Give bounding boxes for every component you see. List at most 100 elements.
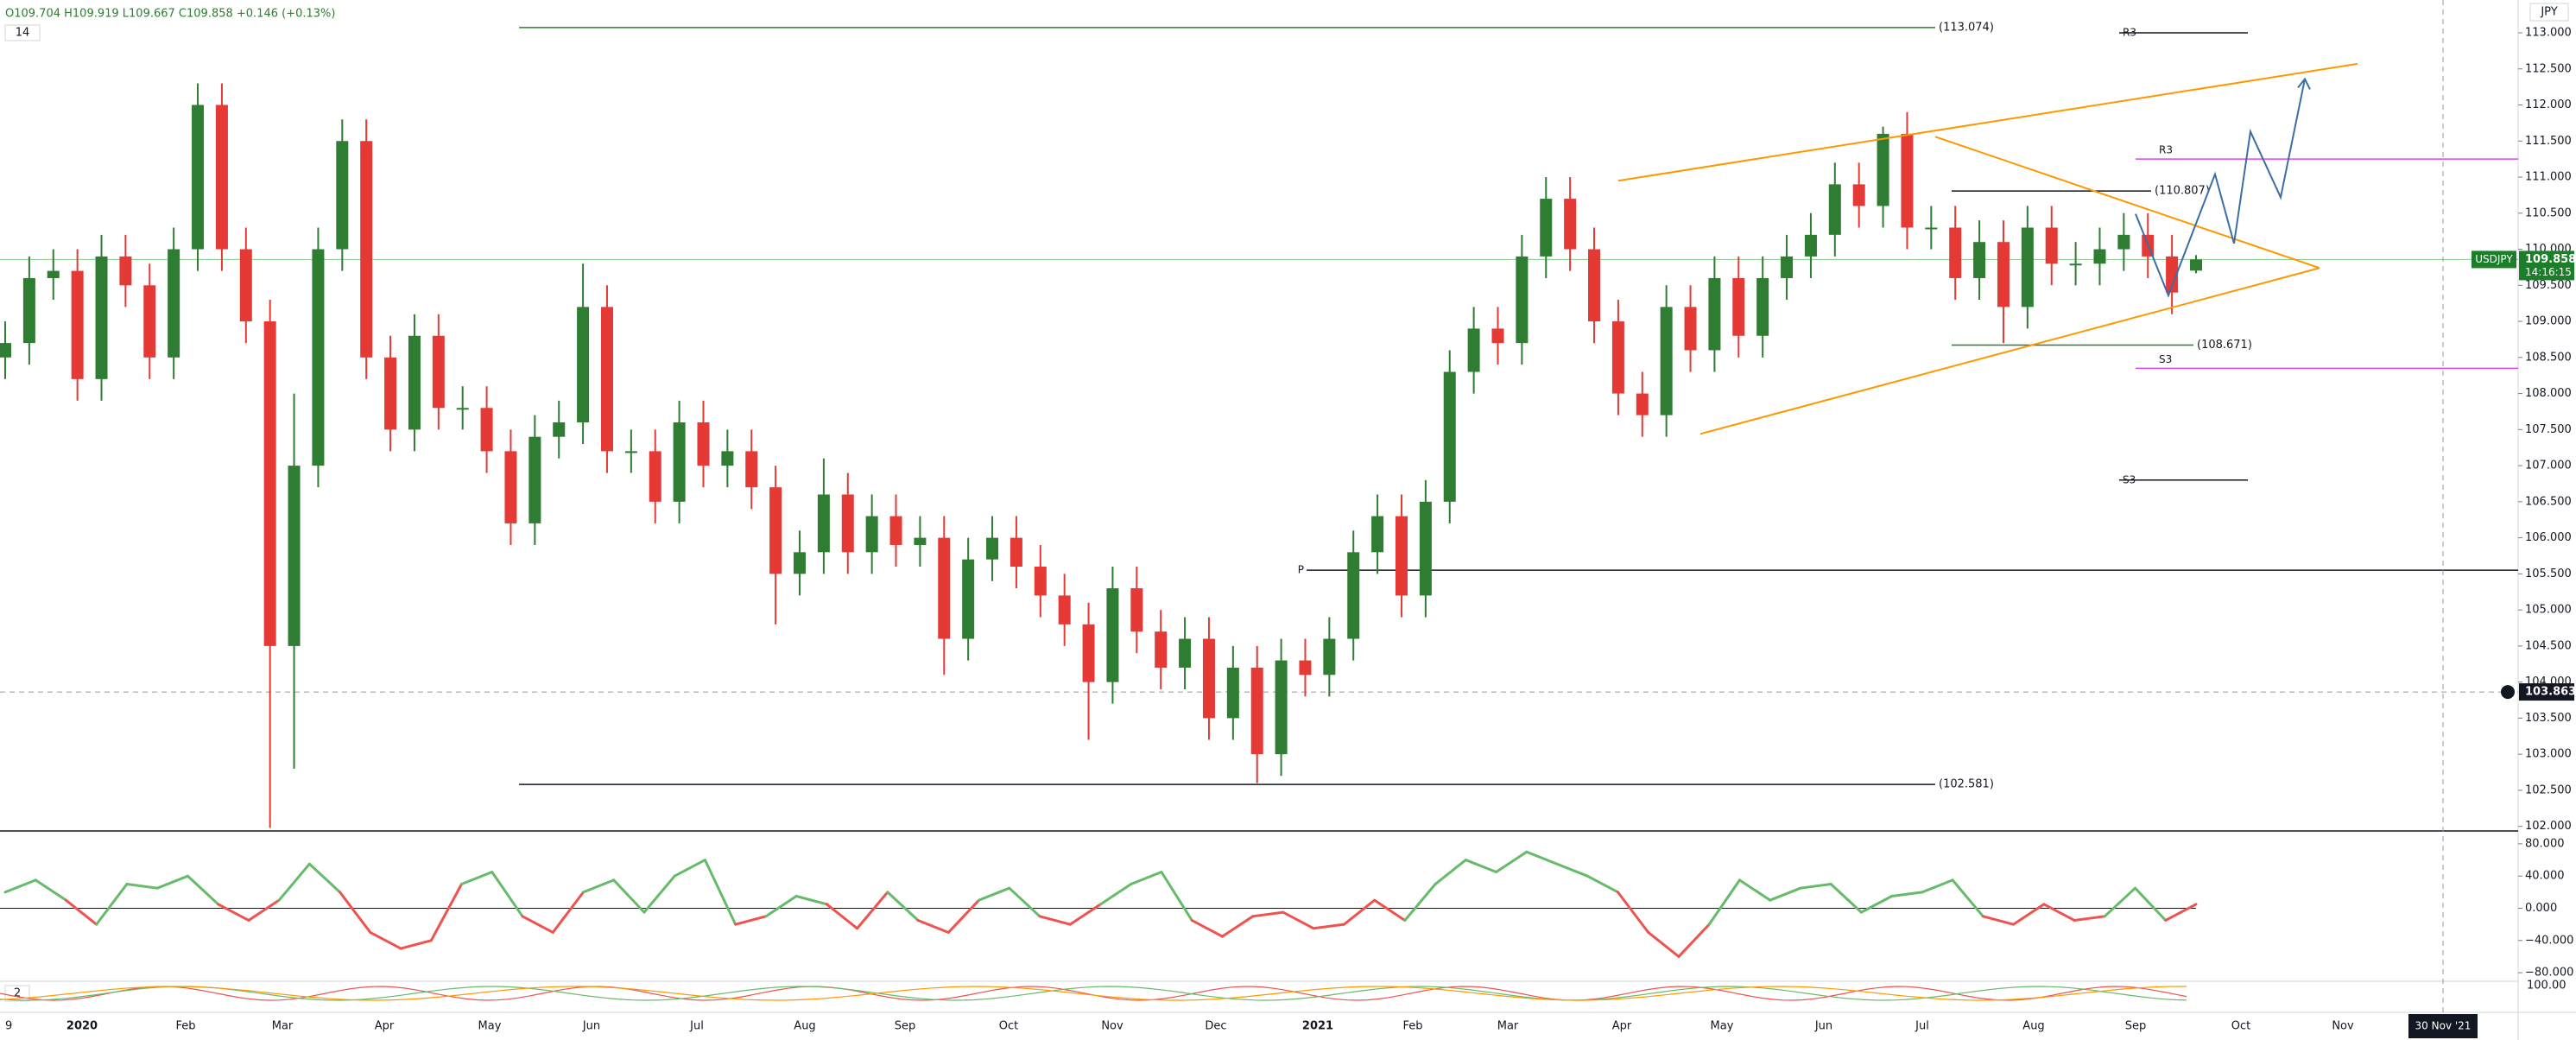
candle-body [143, 285, 156, 358]
projection-arrow [2297, 77, 2311, 90]
x-tick-label: Oct [2231, 1020, 2250, 1033]
osc-segment [307, 862, 342, 894]
osc-segment [1555, 862, 1589, 878]
osc-segment [277, 862, 311, 902]
pane-badge[interactable]: 2 [14, 987, 21, 1000]
candle-body [2045, 227, 2058, 264]
interval-badge[interactable]: 14 [16, 27, 30, 40]
candle-body [312, 249, 325, 466]
x-tick-label: Jun [582, 1020, 600, 1033]
osc-segment [764, 895, 798, 918]
osc-segment [1373, 898, 1407, 922]
candle-body [215, 105, 228, 250]
y-tick-label: 103.500 [2525, 712, 2572, 725]
candle-body [1781, 256, 1794, 278]
osc-segment [1769, 886, 1802, 902]
lower-pane-wave [0, 986, 2187, 1001]
symbol-badge [2472, 250, 2516, 269]
osc-segment [1525, 850, 1559, 866]
osc-segment [642, 874, 676, 914]
osc-segment [1707, 878, 1741, 926]
interval-badge-box[interactable] [4, 24, 41, 41]
candle-body [1708, 277, 1721, 351]
candle-body [1804, 234, 1817, 257]
candle-body [2190, 259, 2202, 271]
x-tick-label: May [478, 1020, 502, 1033]
candle-body [168, 249, 180, 358]
y-tick-label: 107.000 [2525, 460, 2572, 472]
osc-segment [2012, 903, 2046, 926]
crosshair-date-label: 30 Nov '21 [2415, 1020, 2472, 1032]
osc-segment [1890, 891, 1924, 898]
candle-body [1034, 567, 1047, 596]
osc-segment [1495, 850, 1529, 874]
candle-body [1443, 371, 1456, 502]
candle-body [673, 422, 686, 502]
osc-segment [1585, 874, 1620, 894]
x-tick-label: Aug [2022, 1020, 2044, 1033]
y-tick-label: 113.000 [2525, 26, 2572, 39]
candle-body [889, 516, 902, 545]
candle-body [2166, 256, 2179, 293]
candle-body [962, 559, 975, 639]
candle-body [1877, 133, 1889, 206]
level-label: (108.671) [2197, 339, 2252, 352]
candle-body [1155, 631, 1168, 668]
x-tick-label: Mar [1497, 1020, 1519, 1033]
osc-segment [551, 891, 585, 934]
candle-body [1179, 638, 1192, 668]
osc-segment [1251, 910, 1285, 918]
candle-body [986, 537, 999, 560]
trendline [1934, 136, 2320, 270]
y-tick-label: 106.500 [2525, 495, 2572, 508]
candle-body [1611, 321, 1624, 394]
candle-body [2069, 263, 2082, 266]
osc-segment [1859, 895, 1894, 914]
candle-body [1058, 595, 1071, 625]
y-tick-label: 105.000 [2525, 604, 2572, 617]
currency[interactable]: JPY [2540, 6, 2557, 19]
candle-body [1323, 638, 1336, 675]
osc-segment [64, 898, 98, 926]
candle-body [504, 451, 517, 523]
y-tick-label: 111.000 [2525, 171, 2572, 184]
y-tick-label: 105.500 [2525, 568, 2572, 580]
osc-segment [1829, 883, 1863, 914]
osc-segment [1190, 918, 1224, 938]
projection-path [2135, 79, 2306, 298]
candle-body [1732, 277, 1745, 336]
osc-segment [2103, 886, 2137, 918]
osc-segment [1951, 878, 1984, 918]
y-tick-label: 102.000 [2525, 820, 2572, 833]
osc-segment [521, 915, 554, 934]
candle-body [408, 335, 421, 430]
x-tick-label: 2021 [1302, 1020, 1333, 1033]
osc-segment [1647, 930, 1680, 958]
candle-body [1106, 588, 1119, 682]
y-tick-label: 112.000 [2525, 98, 2572, 111]
x-tick-label: Jul [689, 1020, 704, 1033]
candle-body [47, 270, 60, 278]
osc-segment [916, 918, 950, 934]
candle-body [577, 307, 590, 422]
candle-body [1540, 199, 1553, 257]
ohlc-header: O109.704 H109.919 L109.667 C109.858 +0.1… [5, 8, 335, 21]
osc-segment [1981, 915, 2016, 926]
candle-body [841, 494, 854, 553]
candle-body [1973, 242, 1986, 278]
candle-body [192, 105, 205, 250]
crosshair-plus [2501, 685, 2515, 700]
x-tick-label: Jun [1814, 1020, 1832, 1033]
osc-segment [1099, 883, 1133, 906]
candle-body [1852, 184, 1865, 206]
x-tick-label: Mar [272, 1020, 294, 1033]
osc-segment [1737, 878, 1772, 902]
currency-box[interactable] [2529, 3, 2569, 22]
pivot-label: R3 [2123, 26, 2136, 38]
x-tick-label: Apr [1612, 1020, 1632, 1033]
osc-segment [125, 883, 159, 890]
osc-segment [491, 871, 524, 918]
candle-body [480, 408, 493, 452]
osc-segment [2073, 915, 2106, 922]
x-tick-label: Nov [2332, 1020, 2354, 1033]
